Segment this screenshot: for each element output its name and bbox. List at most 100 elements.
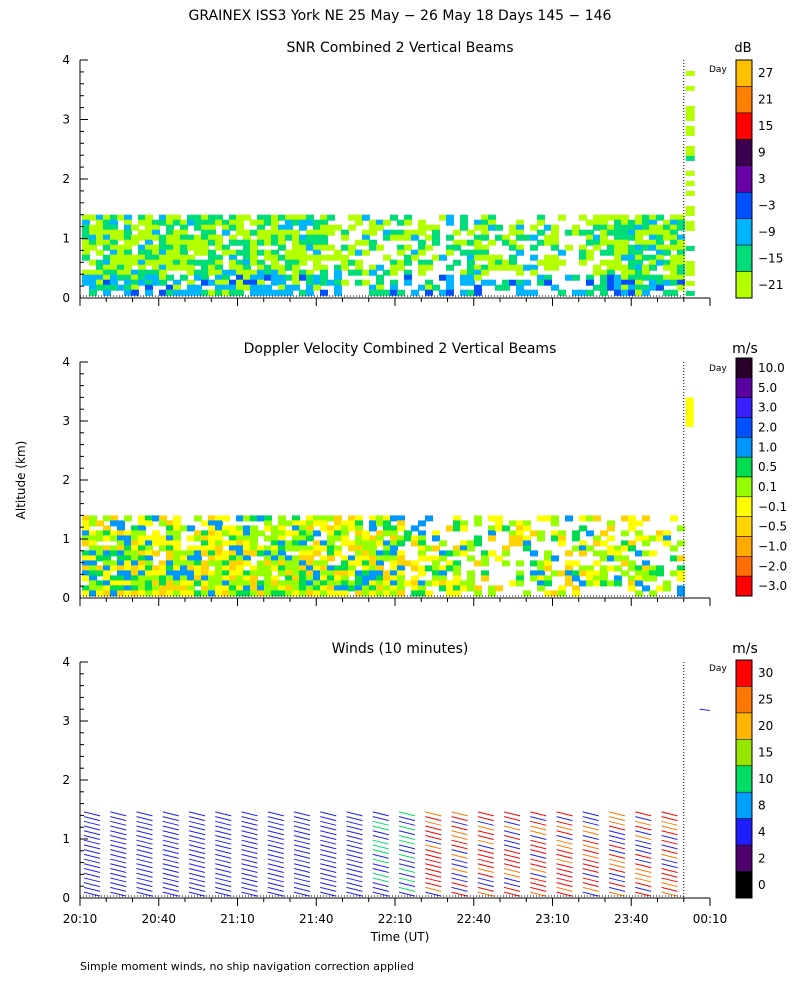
wind-barb: [451, 868, 468, 873]
wind-barb: [635, 834, 652, 840]
heatmap-cell: [278, 289, 286, 296]
heatmap-cell: [131, 565, 139, 572]
heatmap-cell: [327, 565, 335, 572]
heatmap-cell: [474, 219, 482, 226]
heatmap-cell: [397, 520, 405, 527]
heatmap-cell: [103, 555, 111, 562]
heatmap-cell: [614, 264, 622, 271]
wind-barb: [372, 820, 389, 826]
heatmap-cell: [152, 515, 160, 522]
wind-barb: [267, 858, 284, 864]
wind-barb: [425, 891, 442, 897]
heatmap-cell: [446, 565, 454, 572]
wind-barb: [582, 811, 599, 817]
heatmap-cell: [313, 224, 321, 231]
heatmap-cell: [124, 590, 132, 597]
heatmap-cell: [271, 525, 279, 532]
wind-barb: [582, 830, 599, 836]
wind-barb: [661, 839, 678, 845]
heatmap-cell: [537, 219, 545, 226]
heatmap-cell: [229, 219, 237, 226]
heatmap-cell: [467, 269, 475, 276]
heatmap-cell: [208, 234, 216, 241]
wind-barb: [188, 839, 206, 845]
heatmap-cell: [285, 284, 293, 291]
wind-barb: [162, 882, 179, 888]
heatmap-cell: [670, 234, 678, 241]
heatmap-cell: [334, 565, 342, 572]
heatmap-cell: [243, 530, 251, 537]
heatmap-cell: [131, 254, 139, 261]
wind-barb: [425, 886, 442, 892]
heatmap-cell: [271, 585, 279, 592]
heatmap-cell: [271, 535, 279, 542]
heatmap-cell: [194, 259, 202, 266]
heatmap-cell: [215, 550, 223, 557]
heatmap-cell: [614, 229, 622, 236]
heatmap-cell: [173, 520, 181, 527]
wind-barb: [451, 849, 468, 855]
heatmap-cell: [208, 254, 216, 261]
heatmap-cell: [341, 254, 349, 261]
heatmap-cell: [685, 85, 695, 91]
heatmap-cell: [677, 575, 685, 582]
heatmap-cell: [579, 229, 587, 236]
heatmap-cell: [103, 575, 111, 582]
heatmap-cell: [404, 560, 412, 567]
heatmap-cell: [628, 565, 636, 572]
heatmap-cell: [523, 264, 531, 271]
colorbar-swatch: [735, 191, 753, 219]
wind-barb: [188, 844, 206, 850]
wind-barb: [293, 816, 311, 822]
heatmap-cell: [166, 239, 174, 246]
colorbar-label: 0.1: [758, 480, 777, 494]
heatmap-cell: [131, 580, 139, 587]
heatmap-cell: [201, 590, 209, 597]
heatmap-cell: [299, 520, 307, 527]
heatmap-cell: [229, 279, 237, 286]
colorbar-label: −9: [758, 225, 776, 239]
heatmap-cell: [103, 269, 111, 276]
heatmap-cell: [474, 284, 482, 291]
heatmap-cell: [418, 545, 426, 552]
heatmap-cell: [551, 284, 559, 291]
heatmap-cell: [600, 229, 608, 236]
heatmap-cell: [390, 525, 398, 532]
heatmap-cell: [313, 229, 321, 236]
heatmap-cell: [285, 530, 293, 537]
heatmap-cell: [607, 284, 615, 291]
heatmap-cell: [285, 214, 293, 221]
heatmap-cell: [103, 570, 111, 577]
heatmap-cell: [159, 254, 167, 261]
wind-barb: [136, 820, 153, 826]
heatmap-cell: [418, 224, 426, 231]
heatmap-cell: [341, 520, 349, 527]
heatmap-cell: [607, 269, 615, 276]
heatmap-cell: [215, 279, 223, 286]
wind-barb: [267, 844, 284, 850]
heatmap-cell: [236, 279, 244, 286]
wind-barb: [293, 830, 311, 836]
heatmap-cell: [677, 590, 685, 597]
heatmap-cell: [579, 580, 587, 587]
heatmap-cell: [600, 289, 608, 296]
heatmap-cell: [229, 264, 237, 271]
heatmap-cell: [670, 570, 678, 577]
colorbar-label: 0: [758, 878, 766, 892]
heatmap-cell: [411, 234, 419, 241]
heatmap-cell: [348, 214, 356, 221]
wind-barb: [215, 825, 232, 831]
heatmap-cell: [565, 570, 573, 577]
wind-barb: [215, 853, 232, 859]
heatmap-cell: [124, 289, 132, 296]
heatmap-cell: [390, 264, 398, 271]
heatmap-cell: [257, 269, 265, 276]
heatmap-cell: [327, 535, 335, 542]
footnote: Simple moment winds, no ship navigation …: [80, 960, 414, 973]
wind-barb: [320, 891, 337, 897]
heatmap-cell: [82, 239, 90, 246]
wind-barb: [503, 886, 521, 892]
heatmap-cell: [663, 585, 671, 592]
heatmap-cell: [166, 289, 174, 296]
heatmap-cell: [572, 560, 580, 567]
